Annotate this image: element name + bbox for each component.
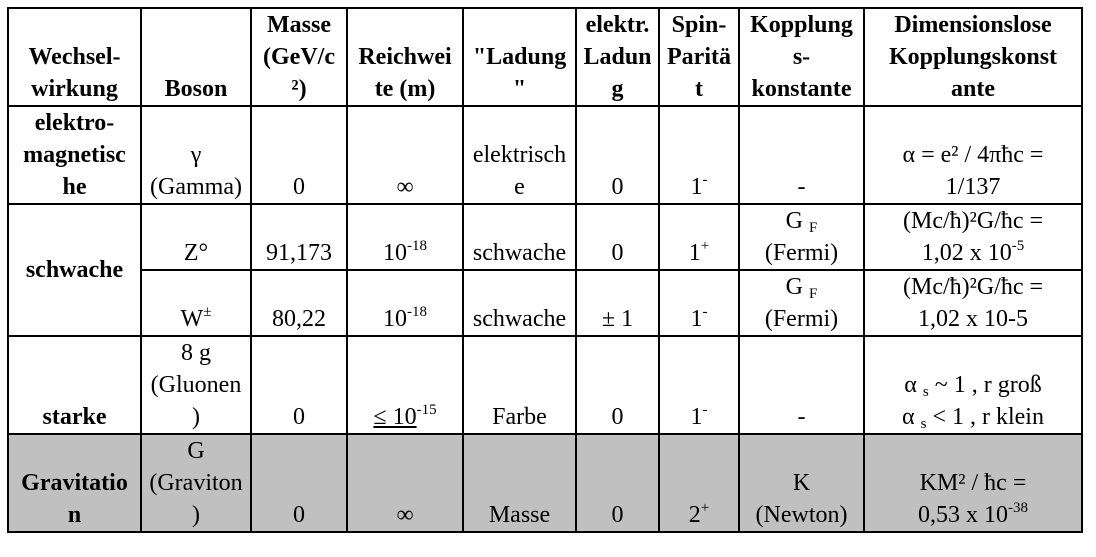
cell-spin: 2+	[658, 433, 740, 533]
cell-elektr-ladung: 0	[575, 203, 660, 271]
cell-elektr-ladung: 0	[575, 105, 660, 205]
header-kopplungskonstante: Kopplung s-konstante	[738, 7, 865, 107]
cell-masse: 91,173	[250, 203, 348, 271]
cell-kopplung: G F (Fermi)	[738, 203, 865, 271]
header-wechselwirkung: Wechsel-wirkung	[7, 7, 142, 107]
cell-ladung: Masse	[462, 433, 577, 533]
table-row-elektromagnetische: elektro-magnetisc he γ (Gamma) 0 ∞ elektri…	[7, 105, 1083, 205]
cell-ladung: Farbe	[462, 335, 577, 435]
cell-elektr-ladung: 0	[575, 433, 660, 533]
header-elektr-ladung: elektr. Ladun g	[575, 7, 660, 107]
interaction-table: Wechsel-wirkung Boson Masse (GeV/c ²) Reic…	[7, 7, 1083, 533]
cell-boson: G (Graviton)	[140, 433, 252, 533]
cell-dimensionslos: KM² / ħc = 0,53 x 10-38	[863, 433, 1083, 533]
cell-spin: 1-	[658, 335, 740, 435]
cell-masse: 0	[250, 335, 348, 435]
cell-kopplung: K (Newton)	[738, 433, 865, 533]
cell-elektr-ladung: 0	[575, 335, 660, 435]
table-row-starke: starke 8 g (Gluonen) 0 ≤ 10-15 Farbe 0 1-…	[7, 335, 1083, 435]
cell-dimensionslos: (Mc/ħ)²G/ħc = 1,02 x 10-5	[863, 269, 1083, 337]
cell-boson: 8 g (Gluonen)	[140, 335, 252, 435]
cell-wechselwirkung: elektro-magnetisc he	[7, 105, 142, 205]
cell-spin: 1-	[658, 105, 740, 205]
cell-elektr-ladung: ± 1	[575, 269, 660, 337]
cell-dimensionslos: α s ~ 1 , r groß α s < 1 , r klein	[863, 335, 1083, 435]
cell-wechselwirkung: Gravitatio n	[7, 433, 142, 533]
header-row: Wechsel-wirkung Boson Masse (GeV/c ²) Reic…	[7, 7, 1083, 107]
header-boson: Boson	[140, 7, 252, 107]
cell-boson: Z°	[140, 203, 252, 271]
cell-reichweite: 10-18	[346, 203, 464, 271]
cell-boson: γ (Gamma)	[140, 105, 252, 205]
cell-kopplung: G F (Fermi)	[738, 269, 865, 337]
cell-ladung: elektrisch e	[462, 105, 577, 205]
header-spin-paritaet: Spin- Paritä t	[658, 7, 740, 107]
cell-ladung: schwache	[462, 269, 577, 337]
table-row-schwache-z: schwache Z° 91,173 10-18 schwache 0 1+ G…	[7, 203, 1083, 337]
cell-masse: 0	[250, 105, 348, 205]
cell-dimensionslos: (Mc/ħ)²G/ħc = 1,02 x 10-5	[863, 203, 1083, 271]
table-row-schwache-w: W± 80,22 10-18 schwache ± 1 1- G F (Fermi…	[8, 269, 1083, 337]
cell-reichweite: ∞	[346, 105, 464, 205]
cell-kopplung: -	[738, 105, 865, 205]
cell-masse: 0	[250, 433, 348, 533]
cell-masse: 80,22	[250, 269, 348, 337]
cell-reichweite: ∞	[346, 433, 464, 533]
cell-reichweite: ≤ 10-15	[346, 335, 464, 435]
cell-boson: W±	[140, 269, 252, 337]
cell-wechselwirkung: schwache	[7, 203, 142, 337]
cell-kopplung: -	[738, 335, 865, 435]
cell-wechselwirkung: starke	[7, 335, 142, 435]
cell-spin: 1-	[658, 269, 740, 337]
cell-ladung: schwache	[462, 203, 577, 271]
cell-reichweite: 10-18	[346, 269, 464, 337]
header-reichweite: Reichwei te (m)	[346, 7, 464, 107]
header-ladung: "Ladung "	[462, 7, 577, 107]
cell-dimensionslos: α = e² / 4πħc = 1/137	[863, 105, 1083, 205]
table-row-gravitation: Gravitatio n G (Graviton) 0 ∞ Masse 0 2+ K…	[7, 433, 1083, 533]
header-masse: Masse (GeV/c ²)	[250, 7, 348, 107]
cell-spin: 1+	[658, 203, 740, 271]
header-dimensionslose-kopplungskonstante: Dimensionslose Kopplungskonst ante	[863, 7, 1083, 107]
